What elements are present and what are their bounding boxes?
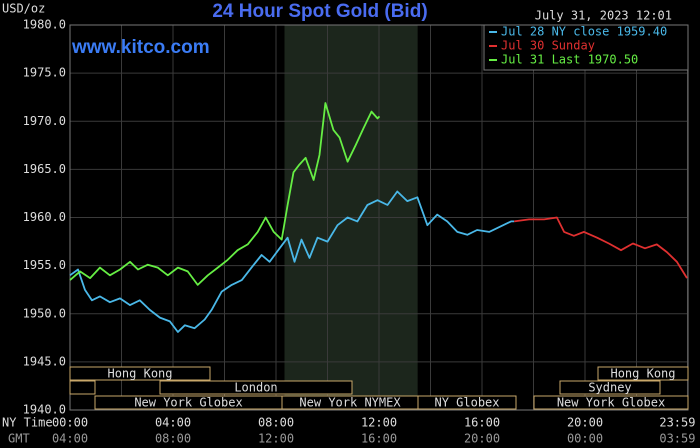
session-box — [69, 366, 211, 381]
x-tick-label: 00:00 — [52, 416, 88, 430]
session-box — [597, 366, 689, 381]
y-tick-label: 1975.0 — [23, 66, 66, 80]
x2-tick-label: 03:59 — [659, 432, 695, 446]
series-line — [514, 216, 688, 279]
timestamp: July 31, 2023 12:01 — [535, 9, 672, 23]
session-box — [417, 395, 517, 410]
session-label: NY Globex — [434, 396, 499, 410]
session-label: Hong Kong — [107, 367, 172, 381]
grid-layer — [69, 24, 688, 411]
x-tick-label: 20:00 — [567, 416, 603, 430]
legend-label: Jul 28 NY close 1959.40 — [501, 25, 667, 39]
x-tick-label: 16:00 — [464, 416, 500, 430]
y-tick-label: 1945.0 — [23, 354, 66, 368]
session-label: New York Globex — [557, 396, 665, 410]
legend-box — [483, 24, 689, 71]
y-tick-label: 1950.0 — [23, 306, 66, 320]
session-label: Sydney — [588, 381, 631, 395]
session-label: Hong Kong — [610, 367, 675, 381]
plot-frame — [69, 24, 689, 411]
series-line — [69, 102, 381, 286]
session-box — [69, 380, 96, 395]
session-label: London — [234, 381, 277, 395]
x2-tick-label: 04:00 — [52, 432, 88, 446]
y-tick-label: 1970.0 — [23, 114, 66, 128]
unit-label: USD/oz — [2, 2, 45, 16]
legend-label: Jul 31 Last 1970.50 — [501, 53, 638, 67]
x2-tick-label: 12:00 — [258, 432, 294, 446]
lines-layer — [69, 102, 688, 333]
y-tick-label: 1980.0 — [23, 18, 66, 32]
gmt-label: GMT — [8, 432, 30, 446]
x-tick-label: 12:00 — [361, 416, 397, 430]
x-tick-label: 08:00 — [258, 416, 294, 430]
session-box — [159, 380, 353, 395]
y-tick-label: 1955.0 — [23, 258, 66, 272]
ny-time-label: NY Time — [2, 416, 53, 430]
x-tick-label: 04:00 — [155, 416, 191, 430]
chart-title: 24 Hour Spot Gold (Bid) — [212, 1, 427, 22]
x2-tick-label: 16:00 — [361, 432, 397, 446]
y-tick-label: 1940.0 — [23, 403, 66, 417]
series-line — [69, 190, 515, 333]
x2-tick-label: 08:00 — [155, 432, 191, 446]
y-tick-label: 1960.0 — [23, 210, 66, 224]
session-box — [533, 395, 689, 410]
site-label: www.kitco.com — [71, 37, 210, 58]
y-tick-label: 1965.0 — [23, 162, 66, 176]
session-label: New York Globex — [134, 396, 242, 410]
x2-tick-label: 20:00 — [464, 432, 500, 446]
session-box — [559, 380, 661, 395]
legend-label: Jul 30 Sunday — [501, 39, 595, 53]
session-label: New York NYMEX — [299, 396, 401, 410]
x2-tick-label: 00:00 — [567, 432, 603, 446]
x-tick-label: 23:59 — [659, 416, 695, 430]
